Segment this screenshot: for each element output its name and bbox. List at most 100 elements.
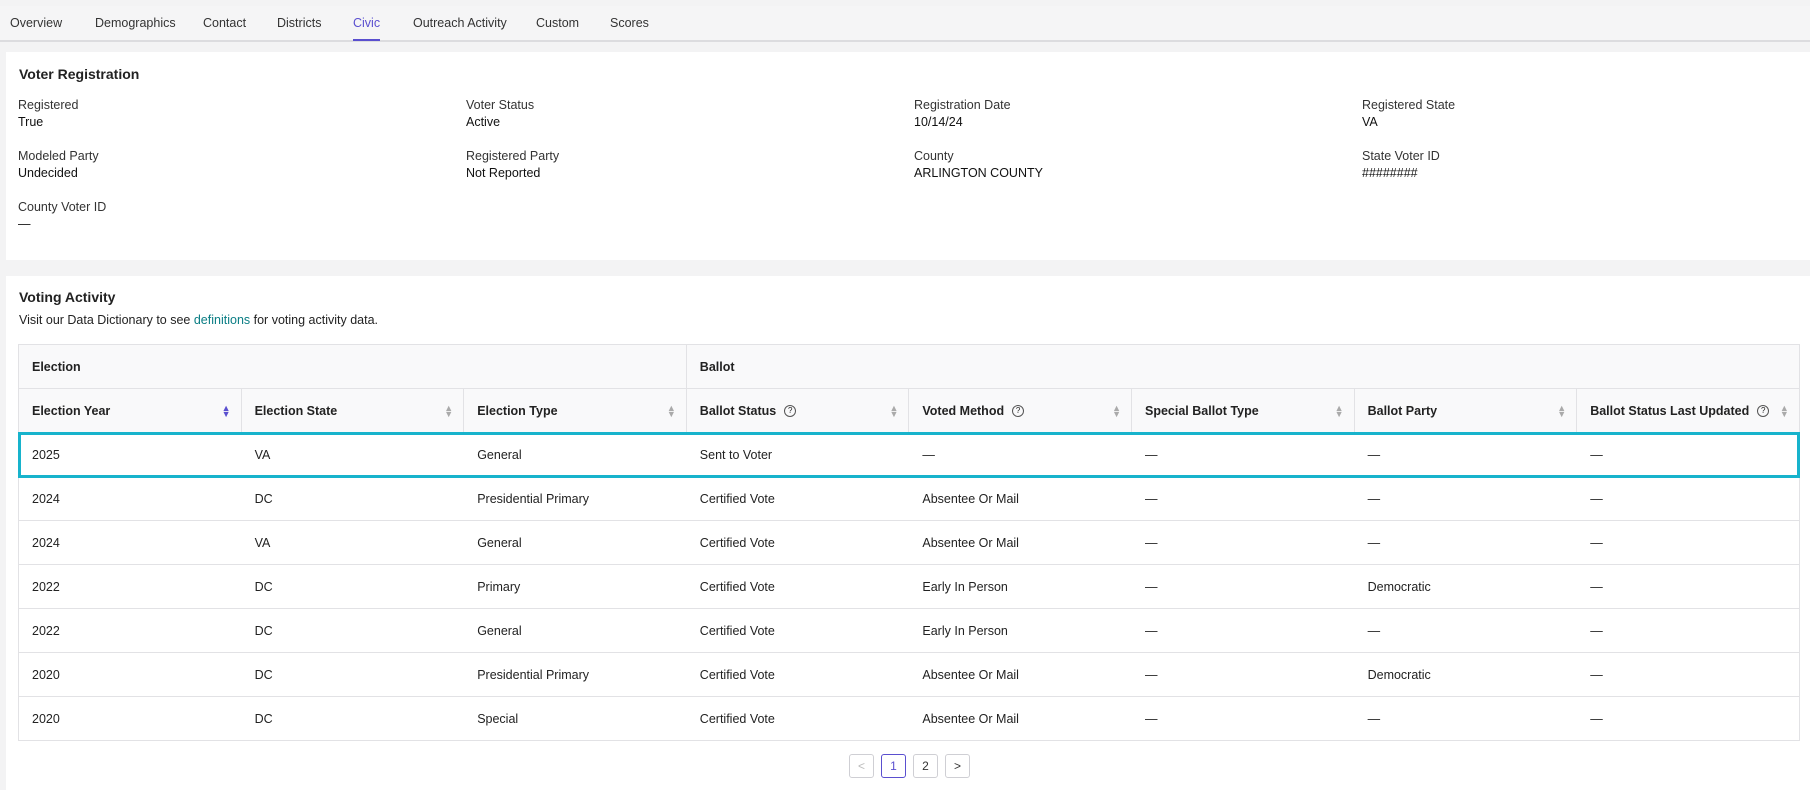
- table-cell: —: [1132, 653, 1355, 697]
- intro: Visit our Data Dictionary to see definit…: [19, 313, 378, 327]
- column-header[interactable]: Ballot Status? ▲ ▼: [686, 389, 910, 433]
- table-cell: DC: [241, 697, 465, 741]
- table-cell: —: [1132, 609, 1355, 653]
- table-cell: DC: [241, 653, 465, 697]
- column-header[interactable]: Special Ballot Type ▲ ▼: [1132, 389, 1355, 433]
- table-cell: Primary: [464, 565, 687, 609]
- sort-icon[interactable]: ▲ ▼: [221, 402, 231, 419]
- field-label: Registered State: [1362, 98, 1456, 112]
- table-cell: —: [1354, 521, 1578, 565]
- column-header[interactable]: Voted Method? ▲ ▼: [909, 389, 1132, 433]
- help-icon[interactable]: ?: [1757, 404, 1770, 417]
- field-label: Voter Status: [466, 98, 535, 112]
- table-cell: —: [1132, 697, 1355, 741]
- tab[interactable]: Demographics: [95, 16, 176, 30]
- table-cell: Democratic: [1354, 653, 1578, 697]
- table-cell: Sent to Voter: [686, 433, 910, 477]
- tab[interactable]: Civic: [353, 16, 381, 41]
- page-button[interactable]: 2: [913, 754, 938, 778]
- section-title: Voting Activity: [19, 289, 116, 305]
- table-cell: Certified Vote: [686, 565, 910, 609]
- table-cell: Presidential Primary: [464, 653, 687, 697]
- tab[interactable]: Custom: [536, 16, 580, 30]
- table-cell: General: [464, 609, 687, 653]
- prev-button[interactable]: <: [849, 754, 874, 778]
- table-cell: —: [1354, 609, 1578, 653]
- group-header: Election: [19, 345, 687, 389]
- table-cell: DC: [241, 477, 465, 521]
- table-cell: —: [1132, 521, 1355, 565]
- tab[interactable]: Contact: [203, 16, 247, 30]
- field-value: —: [18, 217, 31, 231]
- group-header: Ballot: [686, 345, 1800, 389]
- table-cell: —: [1132, 477, 1355, 521]
- table-cell: VA: [241, 521, 465, 565]
- column-header[interactable]: Election Year ▲ ▼: [19, 389, 242, 433]
- table-cell: Democratic: [1354, 565, 1578, 609]
- field-value: ########: [1362, 166, 1418, 180]
- table-cell: 2020: [19, 697, 242, 741]
- field-value: ARLINGTON COUNTY: [914, 166, 1043, 180]
- field-label: State Voter ID: [1362, 149, 1440, 163]
- table-cell: DC: [241, 565, 465, 609]
- table-cell: 2024: [19, 521, 242, 565]
- table-cell: 2022: [19, 609, 242, 653]
- table-cell: —: [1577, 433, 1800, 477]
- sort-icon[interactable]: ▲ ▼: [1112, 402, 1121, 419]
- table-cell: 2025: [19, 433, 242, 477]
- sort-icon[interactable]: ▲ ▼: [666, 402, 676, 419]
- field-label: Registered Party: [466, 149, 560, 163]
- table-cell: Certified Vote: [686, 521, 910, 565]
- column-header[interactable]: Ballot Party ▲ ▼: [1354, 389, 1578, 433]
- help-icon[interactable]: ?: [784, 404, 797, 417]
- table-cell: 2022: [19, 565, 242, 609]
- section-title: Voter Registration: [19, 66, 140, 82]
- column-header[interactable]: Ballot Status Last Updated? ▲ ▼: [1577, 389, 1800, 433]
- field-value: True: [18, 115, 44, 129]
- next-button[interactable]: >: [945, 754, 970, 778]
- table-cell: —: [1577, 653, 1800, 697]
- table-cell: —: [1577, 609, 1800, 653]
- table-cell: Absentee Or Mail: [909, 697, 1132, 741]
- table-cell: Early In Person: [909, 565, 1132, 609]
- field-value: VA: [1362, 115, 1378, 129]
- tab[interactable]: Scores: [610, 16, 649, 30]
- table-cell: —: [1577, 521, 1800, 565]
- sort-icon[interactable]: ▲ ▼: [1557, 402, 1567, 419]
- table-cell: VA: [241, 433, 465, 477]
- help-icon[interactable]: ?: [1012, 404, 1025, 417]
- field-label: Registered: [18, 98, 79, 112]
- page-button[interactable]: 1: [881, 754, 906, 778]
- table-cell: —: [1354, 697, 1578, 741]
- table-cell: General: [464, 433, 687, 477]
- table-cell: —: [1354, 433, 1578, 477]
- tab[interactable]: Overview: [10, 16, 63, 30]
- table-cell: Early In Person: [909, 609, 1132, 653]
- column-header[interactable]: Election State ▲ ▼: [241, 389, 465, 433]
- table-cell: —: [1132, 565, 1355, 609]
- intro-text: for voting activity data.: [250, 313, 378, 327]
- sort-icon[interactable]: ▲ ▼: [889, 402, 899, 419]
- voting-table: Election Ballot Election Year ▲ ▼ Election St…: [18, 344, 1800, 741]
- table-cell: 2024: [19, 477, 242, 521]
- tab[interactable]: Districts: [277, 16, 322, 30]
- field-label: County: [914, 149, 954, 163]
- sort-icon[interactable]: ▲ ▼: [1334, 402, 1344, 419]
- sort-icon[interactable]: ▲ ▼: [1779, 402, 1789, 419]
- table-cell: Certified Vote: [686, 697, 910, 741]
- table-cell: —: [1577, 565, 1800, 609]
- table-cell: Special: [464, 697, 687, 741]
- field-value: Undecided: [18, 166, 78, 180]
- sort-icon[interactable]: ▲ ▼: [444, 402, 454, 419]
- table-cell: General: [464, 521, 687, 565]
- table-cell: —: [1577, 477, 1800, 521]
- tab[interactable]: Outreach Activity: [413, 16, 507, 30]
- field-value: Active: [466, 115, 501, 129]
- field-label: County Voter ID: [18, 200, 107, 214]
- definitions-link[interactable]: definitions: [193, 313, 251, 327]
- table-cell: Absentee Or Mail: [909, 477, 1132, 521]
- table-cell: Presidential Primary: [464, 477, 687, 521]
- table-cell: Absentee Or Mail: [909, 653, 1132, 697]
- table-cell: —: [1132, 433, 1355, 477]
- column-header[interactable]: Election Type ▲ ▼: [464, 389, 687, 433]
